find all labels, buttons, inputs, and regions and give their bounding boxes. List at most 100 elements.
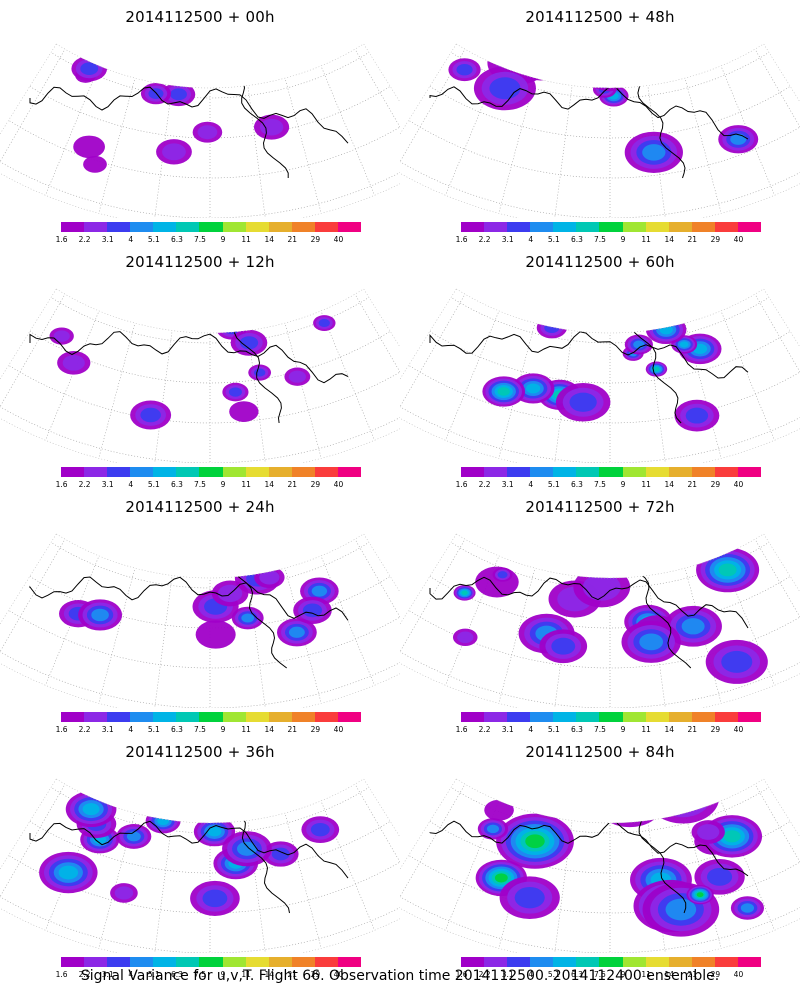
color-bar-label: 4 bbox=[128, 725, 134, 734]
color-swatch bbox=[714, 467, 738, 477]
color-bar-label: 7.5 bbox=[194, 725, 206, 734]
color-bar-label: 4 bbox=[528, 970, 534, 979]
color-bar-label: 1.6 bbox=[55, 480, 68, 489]
color-swatch bbox=[153, 712, 177, 722]
color-bar-label: 2.2 bbox=[78, 235, 91, 244]
color-swatch bbox=[599, 957, 623, 967]
color-bar bbox=[461, 467, 762, 477]
color-swatch bbox=[337, 712, 362, 722]
color-bar-label: 3.1 bbox=[501, 970, 514, 979]
color-bar-label: 6.3 bbox=[570, 970, 583, 979]
color-swatch bbox=[645, 712, 669, 722]
panel-title: 2014112500 + 60h bbox=[525, 253, 675, 271]
forecast-panel: 2014112500 + 24h 1.6 2.2 3.1 4 5.1 6.3 7.5 9 11 14… bbox=[0, 490, 400, 740]
color-bar-label: 29 bbox=[310, 725, 321, 734]
color-swatch bbox=[222, 222, 246, 232]
forecast-panel: 2014112500 + 72h 1.6 2.2 3.1 4 5.1 6.3 7.5 9 11 14… bbox=[400, 490, 800, 740]
color-bar-label: 21 bbox=[687, 970, 698, 979]
color-bar bbox=[461, 957, 762, 967]
color-bar-label: 11 bbox=[241, 235, 251, 244]
color-bar-label: 9 bbox=[620, 970, 626, 979]
color-bar-label: 3.1 bbox=[101, 235, 114, 244]
color-bar-label: 4 bbox=[528, 480, 534, 489]
color-bar-label: 2.2 bbox=[478, 235, 491, 244]
color-bar-label: 14 bbox=[664, 480, 674, 489]
color-swatch bbox=[714, 222, 738, 232]
color-bar-label: 1.6 bbox=[455, 480, 468, 489]
color-bar-label: 11 bbox=[641, 480, 651, 489]
color-swatch bbox=[268, 222, 292, 232]
panel-title: 2014112500 + 84h bbox=[525, 743, 675, 761]
color-bar-label: 6.3 bbox=[170, 970, 183, 979]
color-swatch bbox=[530, 222, 554, 232]
color-bar-labels: 1.6 2.2 3.1 4 5.1 6.3 7.5 9 11 14 21 29 40 bbox=[56, 480, 361, 490]
color-bar-label: 14 bbox=[264, 970, 274, 979]
color-bar-labels: 1.6 2.2 3.1 4 5.1 6.3 7.5 9 11 14 21 29 40 bbox=[456, 970, 761, 980]
color-bar-label: 40 bbox=[733, 970, 744, 979]
color-bar-label: 40 bbox=[733, 480, 744, 489]
color-swatch bbox=[507, 467, 531, 477]
color-swatch bbox=[337, 467, 362, 477]
color-swatch bbox=[176, 712, 200, 722]
color-bar-label: 14 bbox=[664, 235, 674, 244]
color-bar-label: 7.5 bbox=[594, 480, 606, 489]
color-swatch bbox=[314, 467, 338, 477]
color-bar-label: 14 bbox=[664, 970, 674, 979]
color-bar-label: 40 bbox=[333, 725, 344, 734]
color-bar-label: 21 bbox=[287, 235, 298, 244]
color-swatch bbox=[622, 467, 646, 477]
color-bar-label: 29 bbox=[310, 235, 321, 244]
color-bar-labels: 1.6 2.2 3.1 4 5.1 6.3 7.5 9 11 14 21 29 40 bbox=[456, 725, 761, 735]
color-swatch bbox=[130, 712, 154, 722]
color-swatch bbox=[222, 712, 246, 722]
polar-map bbox=[400, 43, 800, 218]
color-swatch bbox=[737, 957, 762, 967]
color-swatch bbox=[484, 712, 508, 722]
color-bar-label: 1.6 bbox=[55, 970, 68, 979]
color-bar-label: 3.1 bbox=[501, 480, 514, 489]
color-swatch bbox=[553, 712, 577, 722]
color-swatch bbox=[668, 712, 692, 722]
color-bar-label: 7.5 bbox=[194, 235, 206, 244]
color-bar-label: 2.2 bbox=[478, 725, 491, 734]
color-swatch bbox=[645, 222, 669, 232]
color-swatch bbox=[691, 222, 715, 232]
color-swatch bbox=[199, 712, 223, 722]
color-bar-label: 7.5 bbox=[194, 480, 206, 489]
color-swatch bbox=[576, 222, 600, 232]
color-bar-label: 3.1 bbox=[501, 235, 514, 244]
color-swatch bbox=[337, 957, 362, 967]
color-swatch bbox=[461, 712, 485, 722]
polar-map bbox=[0, 778, 400, 953]
color-bar-label: 11 bbox=[641, 970, 651, 979]
color-swatch bbox=[176, 957, 200, 967]
color-swatch bbox=[668, 467, 692, 477]
color-swatch bbox=[314, 712, 338, 722]
color-bar-label: 9 bbox=[620, 725, 626, 734]
color-bar-label: 3.1 bbox=[501, 725, 514, 734]
color-bar-label: 29 bbox=[710, 970, 721, 979]
color-swatch bbox=[530, 467, 554, 477]
color-bar-label: 11 bbox=[641, 725, 651, 734]
color-bar-label: 5.1 bbox=[547, 725, 560, 734]
color-bar-label: 5.1 bbox=[547, 970, 560, 979]
panel-title: 2014112500 + 48h bbox=[525, 8, 675, 26]
color-bar-label: 7.5 bbox=[594, 235, 606, 244]
color-swatch bbox=[107, 712, 131, 722]
color-bar-label: 9 bbox=[620, 235, 626, 244]
color-swatch bbox=[291, 957, 315, 967]
panel-title: 2014112500 + 72h bbox=[525, 498, 675, 516]
color-swatch bbox=[484, 467, 508, 477]
color-bar-label: 9 bbox=[620, 480, 626, 489]
color-bar-label: 5.1 bbox=[547, 480, 560, 489]
forecast-panel: 2014112500 + 48h 1.6 2.2 3.1 4 5.1 6.3 7.5 9 11 14… bbox=[400, 0, 800, 250]
color-swatch bbox=[222, 957, 246, 967]
color-bar-label: 29 bbox=[310, 480, 321, 489]
polar-map bbox=[0, 288, 400, 463]
forecast-panel: 2014112500 + 00h 1.6 2.2 3.1 4 5.1 6.3 7.5 9 11 14… bbox=[0, 0, 400, 250]
color-bar-label: 4 bbox=[528, 725, 534, 734]
color-swatch bbox=[461, 957, 485, 967]
color-swatch bbox=[84, 957, 108, 967]
color-bar-label: 2.2 bbox=[78, 970, 91, 979]
forecast-panel: 2014112500 + 60h 1.6 2.2 3.1 4 5.1 6.3 7.5 9 11 14… bbox=[400, 245, 800, 495]
